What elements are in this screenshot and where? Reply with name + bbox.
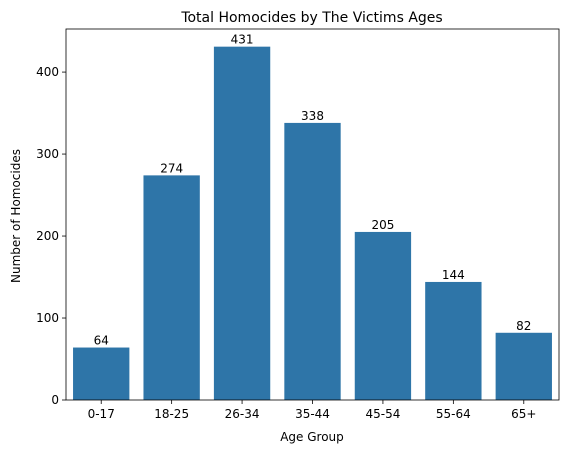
bar-0-17	[73, 347, 130, 400]
y-tick-label-200: 200	[36, 229, 59, 243]
y-tick-label-100: 100	[36, 311, 59, 325]
y-axis-ticks: 0 100 200 300 400	[36, 65, 66, 407]
y-tick-label-400: 400	[36, 65, 59, 79]
y-tick-label-0: 0	[51, 393, 59, 407]
x-tick-label-18-25: 18-25	[154, 407, 189, 421]
x-tick-label-0-17: 0-17	[88, 407, 115, 421]
data-label-55-64: 144	[442, 268, 465, 282]
x-axis-label: Age Group	[280, 430, 344, 444]
x-tick-label-45-54: 45-54	[365, 407, 400, 421]
bar-26-34	[213, 46, 271, 401]
x-tick-label-55-64: 55-64	[436, 407, 471, 421]
data-label-45-54: 205	[371, 218, 394, 232]
data-label-65+: 82	[516, 319, 531, 333]
plot-frame	[65, 28, 560, 401]
bar-45-54	[354, 231, 412, 400]
bar-labels-group: 64 274 431 338 205 144 82	[94, 33, 532, 348]
bar-35-44	[284, 122, 341, 401]
bar-18-25	[143, 175, 200, 400]
data-label-35-44: 338	[301, 109, 324, 123]
y-tick-label-300: 300	[36, 147, 59, 161]
bars-group	[73, 46, 552, 401]
x-tick-label-26-34: 26-34	[225, 407, 260, 421]
x-tick-label-65+: 65+	[511, 407, 536, 421]
bar-65+	[495, 332, 552, 400]
y-axis-label: Number of Homocides	[9, 149, 23, 283]
x-axis-ticks: 0-17 18-25 26-34 35-44 45-54 55-64 65+	[88, 400, 536, 421]
x-tick-label-35-44: 35-44	[295, 407, 330, 421]
data-label-18-25: 274	[160, 161, 183, 175]
data-label-0-17: 64	[94, 334, 109, 348]
data-label-26-34: 431	[231, 33, 254, 47]
chart-title: Total Homocides by The Victims Ages	[180, 10, 442, 26]
plot-border	[65, 28, 560, 401]
bar-55-64	[425, 281, 482, 400]
